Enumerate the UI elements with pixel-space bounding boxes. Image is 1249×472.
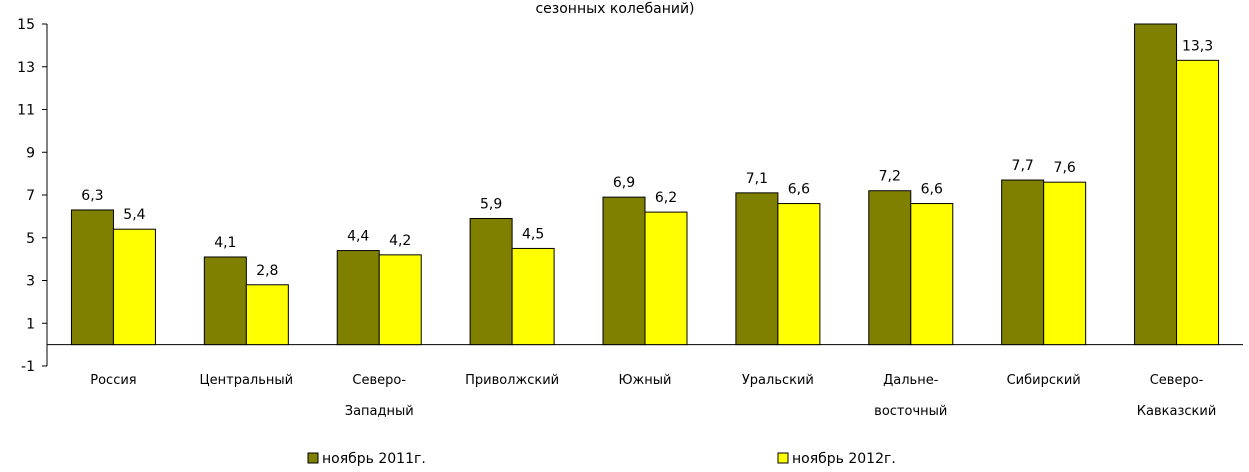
legend-swatch [307, 452, 319, 464]
y-tick-label: -1 [21, 359, 35, 375]
y-tick-label: 13 [17, 60, 35, 76]
category-label: Уральский [742, 373, 814, 388]
y-tick-label: 7 [26, 188, 35, 204]
bar [70, 209, 114, 346]
data-label: 13,3 [1182, 38, 1213, 54]
bar [511, 247, 555, 346]
category-label: Россия [90, 373, 136, 388]
bar [469, 218, 513, 346]
bar [602, 196, 646, 346]
bar [644, 211, 688, 346]
category-label: Центральный [200, 373, 294, 388]
data-label: 5,4 [123, 207, 145, 223]
category-label: Южный [619, 373, 672, 388]
bar [378, 254, 422, 346]
data-label: 4,2 [389, 233, 411, 249]
data-label: 7,7 [1012, 158, 1034, 174]
data-label: 2,8 [256, 263, 278, 279]
category-label: Северо- [352, 373, 406, 388]
y-axis: 15 13 11 9 7 5 3 1 -1 [17, 17, 48, 375]
legend-swatch [777, 452, 789, 464]
data-labels: 6,3 5,4 4,1 2,8 4,4 4,2 5,9 4,5 6,9 6,2 7,1 6,6 7,2 6… [81, 38, 1213, 278]
data-label: 5,9 [480, 197, 502, 213]
data-label: 6,9 [613, 175, 635, 191]
bar [112, 228, 156, 346]
data-label: 7,1 [746, 171, 768, 187]
bar [1043, 181, 1087, 346]
category-labels: Россия Центральный Северо- Западный Приволжс… [90, 373, 1216, 419]
bar [868, 190, 912, 346]
y-tick-label: 3 [26, 274, 35, 290]
y-tick-label: 15 [17, 17, 35, 33]
y-tick-label: 1 [26, 316, 35, 332]
category-label: Дальне- [883, 373, 939, 388]
data-label: 6,2 [655, 190, 677, 206]
y-tick-label: 9 [26, 145, 35, 161]
category-label: Приволжский [465, 373, 559, 388]
data-label: 7,2 [879, 169, 901, 185]
legend-label: ноябрь 2011г. [322, 451, 426, 467]
data-label: 4,5 [522, 226, 544, 242]
legend-label: ноябрь 2012г. [792, 451, 896, 467]
bar [203, 256, 247, 346]
y-tick-label: 5 [26, 231, 35, 247]
bar [336, 250, 380, 346]
legend: ноябрь 2011г. ноябрь 2012г. [307, 451, 896, 467]
data-label: 6,6 [788, 182, 810, 198]
data-label: 4,4 [347, 229, 369, 245]
category-label: Западный [345, 404, 414, 419]
category-label: Сибирский [1007, 373, 1081, 388]
bar [1134, 23, 1178, 346]
category-label: Северо- [1150, 373, 1204, 388]
y-tick-label: 11 [17, 103, 35, 119]
bar [910, 203, 954, 346]
data-label: 6,6 [921, 182, 943, 198]
data-label: 7,6 [1054, 160, 1076, 176]
bars [70, 23, 1220, 346]
bar [1001, 179, 1045, 346]
category-label: Кавказский [1137, 404, 1217, 419]
bar [245, 284, 289, 346]
chart-title: сезонных колебаний) [535, 1, 694, 17]
data-label: 6,3 [81, 188, 103, 204]
bar [735, 192, 779, 346]
data-label: 4,1 [214, 235, 236, 251]
bar [1176, 59, 1220, 346]
category-label: восточный [874, 404, 947, 419]
bar [777, 203, 821, 346]
